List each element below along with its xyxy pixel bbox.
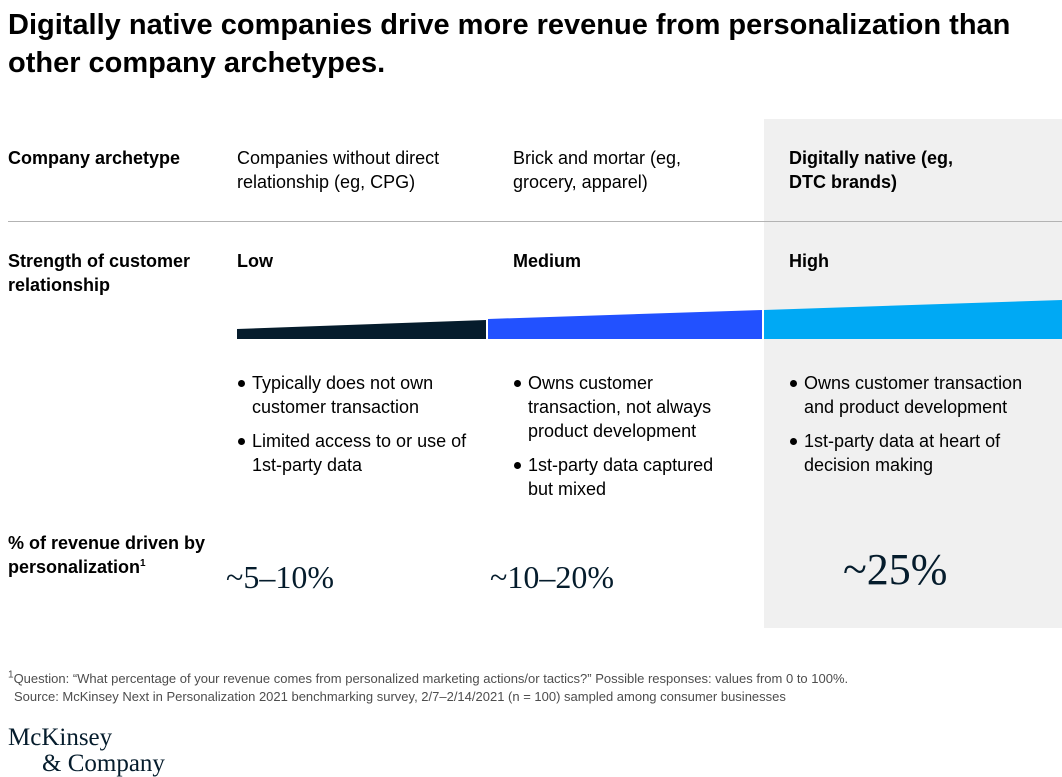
revenue-value-brick-mortar: ~10–20% <box>490 559 614 595</box>
row-label-archetype: Company archetype <box>8 148 181 168</box>
row-label-revenue: % of revenue driven by personalization1 <box>8 531 208 579</box>
footnote-question-text: Question: “What percentage of your reven… <box>13 671 849 686</box>
bullet-list-brick-mortar: Owns customer transaction, not always pr… <box>513 371 743 511</box>
bullet-item: Limited access to or use of 1st-party da… <box>237 429 467 477</box>
bullet-item: Typically does not own customer transact… <box>237 371 467 419</box>
bullet-list-no-direct: Typically does not own customer transact… <box>237 371 467 487</box>
bullet-item: Owns customer transaction, not always pr… <box>513 371 743 443</box>
column-header-no-direct: Companies without direct relationship (e… <box>237 148 440 192</box>
highlight-column-background <box>764 119 1062 628</box>
wedge-segment-low <box>237 320 486 339</box>
bullet-item: 1st-party data captured but mixed <box>513 453 743 501</box>
footnote-question: 1Question: “What percentage of your reve… <box>8 670 1058 688</box>
strength-medium: Medium <box>513 251 582 271</box>
revenue-value-digitally-native: ~25% <box>843 545 948 594</box>
column-header-brick-mortar: Brick and mortar (eg, grocery, apparel) <box>513 148 682 192</box>
bullet-item: 1st-party data at heart of decision maki… <box>789 429 1054 477</box>
strength-low: Low <box>237 251 273 271</box>
row-label-strength: Strength of customer relationship <box>8 251 191 295</box>
wedge-segment-medium <box>488 310 762 339</box>
header-divider <box>8 221 1062 222</box>
bullet-list-digitally-native: Owns customer transaction and product de… <box>789 371 1054 487</box>
wedge-segment-high <box>764 300 1062 339</box>
mckinsey-logo: McKinsey & Company <box>8 725 165 777</box>
strength-high: High <box>789 251 829 271</box>
footnote-source: Source: McKinsey Next in Personalization… <box>14 689 786 704</box>
strength-wedge-bar <box>237 300 1062 339</box>
footnote: 1Question: “What percentage of your reve… <box>8 670 1058 706</box>
logo-line1: McKinsey <box>8 724 113 751</box>
page-title: Digitally native companies drive more re… <box>8 9 1011 79</box>
logo-line2: & Company <box>42 750 165 777</box>
revenue-value-no-direct: ~5–10% <box>226 559 334 595</box>
footnote-marker: 1 <box>140 558 146 569</box>
row-label-revenue-text: % of revenue driven by personalization <box>8 533 206 577</box>
column-header-digitally-native: Digitally native (eg, DTC brands) <box>789 148 954 192</box>
footnote-sup: 1 <box>8 669 14 681</box>
bullet-item: Owns customer transaction and product de… <box>789 371 1054 419</box>
